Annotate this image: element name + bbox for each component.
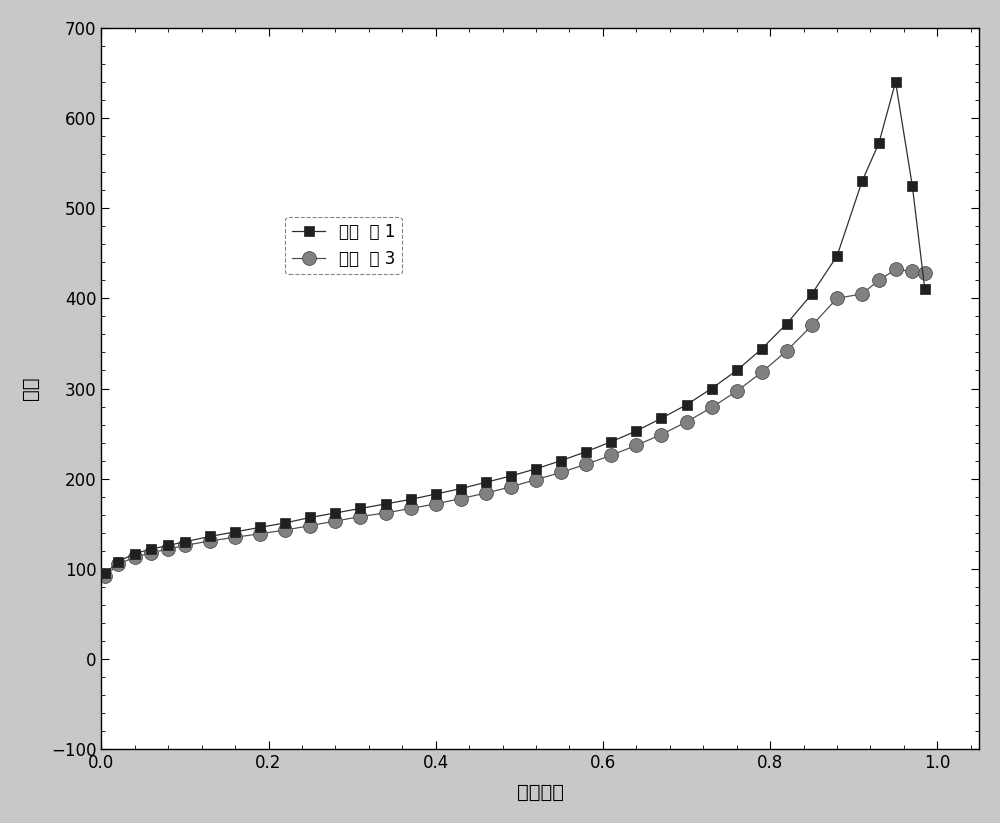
实施  例 3 <box>304 521 316 531</box>
实施  例 3 <box>731 386 743 396</box>
实施  例 3 <box>455 494 467 504</box>
实施  例 1 <box>354 504 366 514</box>
实施  例 1 <box>229 527 241 537</box>
实施  例 3 <box>162 544 174 554</box>
实施  例 1 <box>831 251 843 261</box>
实施  例 1 <box>919 285 931 295</box>
实施  例 1 <box>906 181 918 191</box>
Legend: 实施  例 1, 实施  例 3: 实施 例 1, 实施 例 3 <box>285 216 402 274</box>
实施  例 3 <box>380 508 392 518</box>
实施  例 3 <box>129 552 141 562</box>
实施  例 3 <box>919 268 931 278</box>
实施  例 1 <box>580 447 592 457</box>
实施  例 3 <box>605 450 617 460</box>
实施  例 3 <box>179 541 191 551</box>
实施  例 3 <box>145 547 157 557</box>
实施  例 3 <box>655 430 667 439</box>
实施  例 1 <box>380 499 392 509</box>
实施  例 1 <box>162 541 174 551</box>
实施  例 3 <box>756 367 768 377</box>
实施  例 1 <box>681 400 693 410</box>
实施  例 1 <box>655 413 667 423</box>
实施  例 3 <box>405 504 417 514</box>
实施  例 1 <box>781 319 793 328</box>
实施  例 3 <box>279 525 291 535</box>
实施  例 3 <box>856 289 868 299</box>
实施  例 3 <box>806 320 818 330</box>
实施  例 1 <box>605 437 617 447</box>
实施  例 3 <box>329 516 341 526</box>
实施  例 1 <box>505 471 517 481</box>
实施  例 3 <box>580 459 592 469</box>
实施  例 3 <box>681 417 693 427</box>
实施  例 1 <box>204 532 216 542</box>
Line: 实施  例 1: 实施 例 1 <box>101 77 930 579</box>
实施  例 1 <box>555 456 567 466</box>
Line: 实施  例 3: 实施 例 3 <box>99 263 932 583</box>
实施  例 3 <box>873 276 885 286</box>
实施  例 1 <box>179 537 191 546</box>
实施  例 1 <box>279 518 291 528</box>
实施  例 3 <box>254 528 266 538</box>
实施  例 1 <box>806 289 818 299</box>
实施  例 1 <box>530 464 542 474</box>
实施  例 3 <box>229 532 241 542</box>
实施  例 3 <box>781 346 793 356</box>
实施  例 3 <box>204 536 216 546</box>
实施  例 1 <box>304 513 316 523</box>
Y-axis label: 孔容: 孔容 <box>21 377 40 400</box>
实施  例 3 <box>430 499 442 509</box>
实施  例 1 <box>890 77 902 87</box>
实施  例 1 <box>756 344 768 354</box>
实施  例 3 <box>112 560 124 570</box>
实施  例 1 <box>873 138 885 148</box>
实施  例 1 <box>405 495 417 504</box>
实施  例 3 <box>630 440 642 450</box>
实施  例 1 <box>480 477 492 487</box>
实施  例 3 <box>890 264 902 274</box>
实施  例 1 <box>129 549 141 559</box>
实施  例 3 <box>530 475 542 485</box>
实施  例 1 <box>630 426 642 436</box>
实施  例 1 <box>112 556 124 566</box>
实施  例 3 <box>354 512 366 522</box>
实施  例 1 <box>145 544 157 554</box>
实施  例 1 <box>731 365 743 375</box>
实施  例 1 <box>99 569 111 579</box>
实施  例 3 <box>480 488 492 498</box>
实施  例 3 <box>831 294 843 304</box>
实施  例 3 <box>99 571 111 581</box>
实施  例 1 <box>706 384 718 393</box>
实施  例 1 <box>455 484 467 494</box>
实施  例 3 <box>706 402 718 412</box>
实施  例 1 <box>430 489 442 499</box>
实施  例 3 <box>555 467 567 477</box>
实施  例 1 <box>329 508 341 518</box>
实施  例 1 <box>254 523 266 532</box>
实施  例 1 <box>856 176 868 186</box>
实施  例 3 <box>906 267 918 277</box>
X-axis label: 相对压力: 相对压力 <box>517 783 564 802</box>
实施  例 3 <box>505 481 517 491</box>
